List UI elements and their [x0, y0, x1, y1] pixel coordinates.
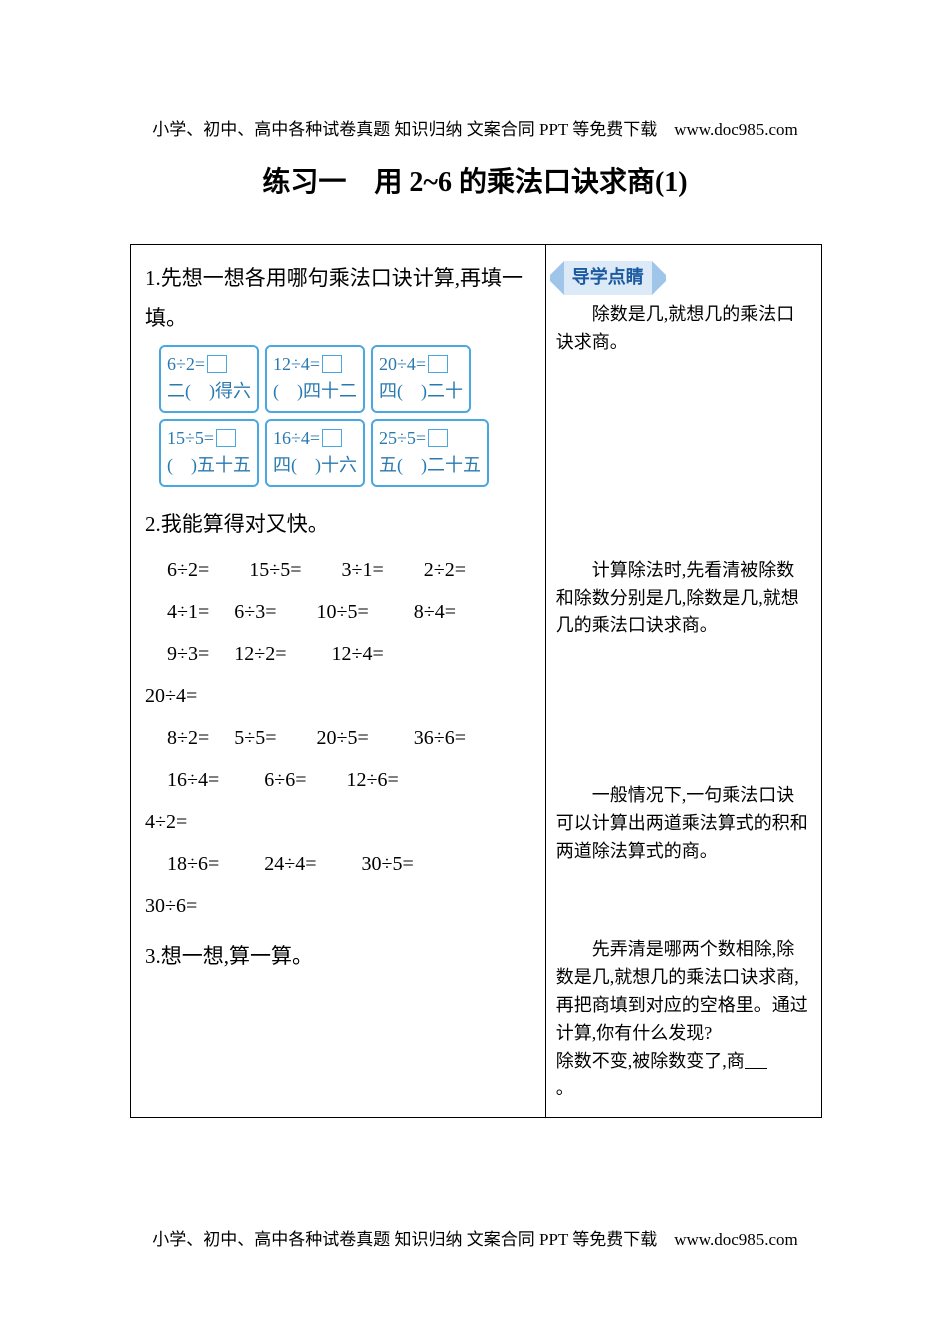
eq-top: 20÷4=: [379, 351, 426, 378]
q2-heading: 2.我能算得对又快。: [145, 505, 535, 545]
tip-badge: 导学点睛: [564, 261, 652, 295]
q2-line: 8÷2= 5÷5= 20÷5= 36÷6=: [167, 719, 535, 757]
header-note: 小学、初中、高中各种试卷真题 知识归纳 文案合同 PPT 等免费下载 www.d…: [0, 115, 950, 140]
blank-box[interactable]: [322, 355, 342, 373]
eq-box: 16÷4= 四( )十六: [265, 419, 365, 487]
q2-line: 9÷3= 12÷2= 12÷4=: [167, 635, 535, 673]
q1-row2: 15÷5= ( )五十五 16÷4= 四( )十六 25÷5= 五( )二十五: [159, 419, 535, 487]
tip-4b: 除数不变,被除数变了,商: [556, 1051, 745, 1071]
eq-top: 25÷5=: [379, 425, 426, 452]
q2-line: 4÷2=: [145, 803, 535, 841]
q3-heading: 3.想一想,算一算。: [145, 937, 535, 977]
left-column: 1.先想一想各用哪句乘法口诀计算,再填一填。 6÷2= 二( )得六 12÷4=…: [131, 245, 546, 1117]
spacer: [556, 385, 811, 555]
eq-top: 6÷2=: [167, 351, 205, 378]
q2-line: 18÷6= 24÷4= 30÷5=: [167, 845, 535, 883]
right-column: 导学点睛 除数是几,就想几的乘法口诀求商。 计算除法时,先看清被除数和除数分别是…: [546, 245, 821, 1117]
q2-line: 6÷2= 15÷5= 3÷1= 2÷2=: [167, 551, 535, 589]
q2-line: 4÷1= 6÷3= 10÷5= 8÷4=: [167, 593, 535, 631]
eq-bot: 四( )二十: [379, 378, 463, 405]
eq-bot: ( )五十五: [167, 452, 251, 479]
q1-row1: 6÷2= 二( )得六 12÷4= ( )四十二 20÷4= 四( )二十: [159, 345, 535, 413]
content-box: 1.先想一想各用哪句乘法口诀计算,再填一填。 6÷2= 二( )得六 12÷4=…: [130, 244, 822, 1118]
tip-4: 先弄清是哪两个数相除,除数是几,就想几的乘法口诀求商,再把商填到对应的空格里。通…: [556, 936, 811, 1103]
eq-top: 12÷4=: [273, 351, 320, 378]
blank-box[interactable]: [216, 429, 236, 447]
eq-bot: 五( )二十五: [379, 452, 481, 479]
tip-3: 一般情况下,一句乘法口诀可以计算出两道乘法算式的积和两道除法算式的商。: [556, 782, 811, 866]
fill-blank[interactable]: [745, 1068, 767, 1069]
eq-box: 12÷4= ( )四十二: [265, 345, 365, 413]
eq-bot: ( )四十二: [273, 378, 357, 405]
eq-top: 16÷4=: [273, 425, 320, 452]
q2-grid: 6÷2= 15÷5= 3÷1= 2÷2= 4÷1= 6÷3= 10÷5= 8÷4…: [167, 551, 535, 925]
blank-box[interactable]: [322, 429, 342, 447]
q2-line: 16÷4= 6÷6= 12÷6=: [167, 761, 535, 799]
tip-2: 计算除法时,先看清被除数和除数分别是几,除数是几,就想几的乘法口诀求商。: [556, 557, 811, 641]
blank-box[interactable]: [207, 355, 227, 373]
blank-box[interactable]: [428, 355, 448, 373]
eq-bot: 二( )得六: [167, 378, 251, 405]
q2-line: 30÷6=: [145, 887, 535, 925]
spacer: [556, 894, 811, 934]
tip-4a: 先弄清是哪两个数相除,除数是几,就想几的乘法口诀求商,再把商填到对应的空格里。通…: [556, 939, 808, 1043]
footer-note: 小学、初中、高中各种试卷真题 知识归纳 文案合同 PPT 等免费下载 www.d…: [0, 1225, 950, 1250]
eq-top: 15÷5=: [167, 425, 214, 452]
eq-box: 6÷2= 二( )得六: [159, 345, 259, 413]
tip-4c: 。: [556, 1078, 574, 1098]
blank-box[interactable]: [428, 429, 448, 447]
tip-1: 除数是几,就想几的乘法口诀求商。: [556, 301, 811, 357]
eq-box: 15÷5= ( )五十五: [159, 419, 259, 487]
spacer: [556, 668, 811, 780]
eq-bot: 四( )十六: [273, 452, 357, 479]
q1-heading: 1.先想一想各用哪句乘法口诀计算,再填一填。: [145, 259, 535, 339]
q2-line: 20÷4=: [145, 677, 535, 715]
page-title: 练习一 用 2~6 的乘法口诀求商(1): [0, 160, 950, 200]
eq-box: 25÷5= 五( )二十五: [371, 419, 489, 487]
eq-box: 20÷4= 四( )二十: [371, 345, 471, 413]
